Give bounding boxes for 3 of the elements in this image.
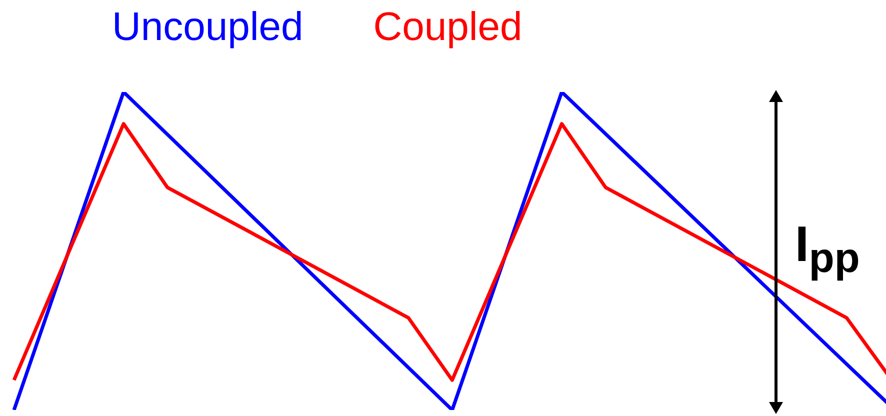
series-label: Uncoupled [112, 4, 304, 51]
text: Coupled [373, 4, 522, 51]
annotation: I$_{pp}$ [795, 215, 860, 283]
